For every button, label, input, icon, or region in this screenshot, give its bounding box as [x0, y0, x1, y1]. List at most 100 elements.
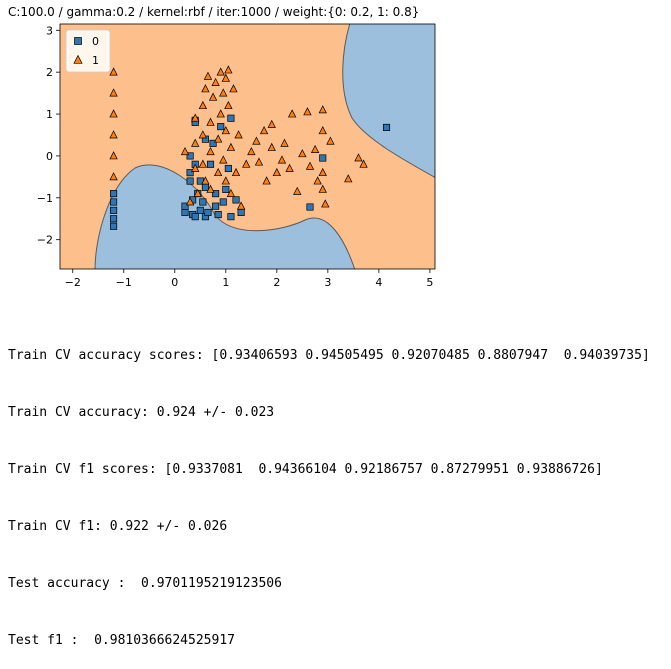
x-tick-label: −1 — [116, 276, 132, 289]
legend-label: 0 — [92, 35, 99, 48]
class-1-point — [252, 136, 261, 145]
legend-marker — [73, 54, 83, 64]
output-line: Train CV f1: 0.922 +/- 0.026 — [8, 519, 228, 534]
class-1-point — [206, 146, 215, 156]
class-0-point — [319, 154, 327, 162]
class-0-point — [224, 164, 232, 173]
decision-region-chart: C:100.0 / gamma:0.2 / kernel:rbf / iter:… — [8, 5, 436, 289]
y-tick-label: 3 — [46, 24, 53, 37]
y-tick-label: 2 — [46, 66, 53, 79]
class-1-point — [109, 172, 118, 181]
class-0-point — [196, 206, 204, 214]
class-1-point — [280, 138, 289, 147]
plot-frame — [59, 23, 436, 270]
class-1-point — [109, 109, 118, 118]
y-tick-label: −2 — [37, 234, 53, 247]
class-1-point — [285, 163, 294, 172]
class-1-point — [242, 159, 251, 168]
class-1-point — [310, 144, 320, 153]
class-0-point — [199, 198, 207, 206]
class-0-point — [186, 152, 194, 160]
class-1-point — [185, 197, 195, 206]
class-1-point — [236, 201, 246, 210]
class-0-point — [212, 202, 220, 210]
output-line: Train CV accuracy scores: [0.93406593 0.… — [8, 348, 650, 363]
class-0-point — [191, 213, 199, 221]
class-1-point — [298, 149, 307, 158]
class-1-point — [354, 153, 363, 162]
class-0-point — [222, 185, 230, 193]
class-0-point — [110, 215, 118, 223]
y-tick-label: 1 — [46, 108, 53, 121]
class-0-point — [110, 190, 118, 198]
class-0-point — [217, 123, 225, 131]
class-1-point — [213, 134, 223, 143]
class-1-point — [226, 142, 236, 151]
class-1-point — [234, 130, 243, 139]
output-line: Train CV f1 scores: [0.9337081 0.9436610… — [8, 462, 603, 477]
class-1-point — [219, 88, 228, 97]
class-1-point — [231, 167, 241, 177]
class-1-point — [193, 188, 202, 197]
class-0-point — [214, 211, 222, 219]
class-0-point — [232, 196, 240, 204]
class-1-point — [321, 199, 330, 208]
class-1-point — [318, 126, 327, 135]
class-1-point — [224, 100, 233, 110]
class-1-point — [318, 167, 327, 177]
class-0-point — [382, 123, 391, 131]
class-1-point — [203, 71, 213, 80]
class-1-point — [216, 109, 225, 118]
class-0-point — [209, 139, 217, 147]
class-1-point — [191, 113, 200, 122]
x-tick-label: 2 — [273, 276, 280, 289]
legend: 01 — [65, 29, 111, 73]
x-axis: −2 −1 0 1 2 3 4 5 — [65, 269, 433, 289]
class-1-point — [359, 159, 368, 168]
class-0-point — [227, 213, 235, 221]
class-1-point — [208, 92, 218, 101]
class-1-point — [221, 73, 230, 82]
class-1-point — [247, 146, 256, 156]
x-tick-label: 1 — [222, 276, 229, 289]
class-1-point — [287, 109, 297, 118]
class-1-point — [326, 136, 335, 145]
class-1-point — [191, 163, 200, 172]
class-1-point — [221, 126, 230, 135]
output-line: Train CV accuracy: 0.924 +/- 0.023 — [8, 405, 275, 420]
class-1-point — [206, 117, 215, 126]
class-0-point — [181, 202, 189, 210]
class-1-point — [219, 155, 228, 164]
class-1-point — [277, 155, 287, 164]
class-1-point — [344, 174, 353, 183]
class-1-point — [201, 84, 210, 93]
class-1-point — [272, 167, 282, 177]
output-line: Test f1 : 0.9810366624525917 — [8, 633, 235, 648]
legend-label: 1 — [92, 54, 99, 67]
class-1-point — [221, 176, 230, 185]
class-0-point — [186, 169, 194, 177]
class-1-point — [267, 142, 276, 151]
x-tick-label: −2 — [65, 276, 81, 289]
class-0-point — [204, 208, 212, 217]
class-1-point — [318, 105, 327, 114]
class-1-point — [259, 126, 269, 135]
class-1-point — [313, 176, 322, 185]
y-tick-label: −1 — [37, 192, 53, 205]
class-1-point — [229, 84, 238, 93]
class-0-point — [219, 198, 227, 206]
x-tick-label: 3 — [324, 276, 331, 289]
legend-box — [65, 29, 111, 73]
class-1-point — [303, 107, 312, 116]
class-0-point — [110, 222, 118, 230]
class-0-point — [186, 177, 194, 185]
class-0-point — [212, 190, 220, 198]
class-1-point — [198, 100, 208, 110]
class-0-point — [201, 183, 209, 191]
plot-area — [59, 23, 436, 270]
console-output: Train CV accuracy scores: [0.93406593 0.… — [8, 308, 650, 669]
output-line: Test accuracy : 0.9701195219123506 — [8, 576, 282, 591]
class-1-point — [216, 67, 225, 76]
class-0-point — [237, 208, 245, 217]
class-1-point — [201, 176, 210, 185]
